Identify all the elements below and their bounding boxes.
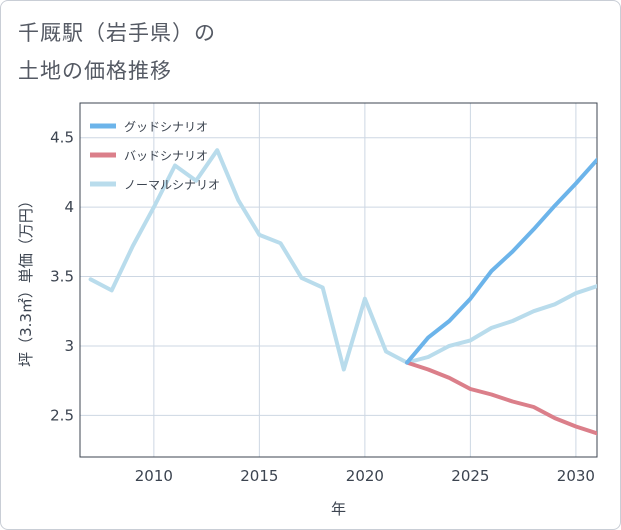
x-tick-label: 2010 — [135, 467, 173, 485]
plot-area-border — [79, 102, 598, 458]
y-tick-label: 4 — [64, 198, 74, 216]
series-line-0 — [405, 157, 597, 365]
chart-title-line2: 土地の価格推移 — [18, 59, 172, 83]
x-tick-label: 2030 — [557, 467, 595, 485]
legend-label: バッドシナリオ — [124, 149, 208, 163]
y-tick-label: 3 — [64, 337, 74, 355]
tick-labels: 2010 2015 2020 2025 2030 2.5 3 3.5 4 4.5 — [50, 129, 595, 485]
x-tick-label: 2025 — [451, 467, 489, 485]
legend-label: ノーマルシナリオ — [124, 178, 220, 192]
y-tick-label: 4.5 — [50, 129, 74, 147]
legend-label: グッドシナリオ — [124, 120, 208, 134]
y-tick-label: 2.5 — [50, 406, 74, 424]
chart-title-line1: 千厩駅（岩手県）の — [18, 21, 216, 45]
x-tick-label: 2015 — [240, 467, 278, 485]
series-line-2 — [88, 148, 597, 372]
grid — [80, 103, 597, 457]
y-tick-label: 3.5 — [50, 268, 74, 286]
series-line-1 — [405, 360, 597, 436]
series-lines — [88, 148, 597, 436]
x-axis-label: 年 — [331, 500, 346, 518]
y-axis-label: 坪（3.3㎡）単価（万円） — [17, 193, 35, 367]
x-tick-label: 2020 — [346, 467, 384, 485]
